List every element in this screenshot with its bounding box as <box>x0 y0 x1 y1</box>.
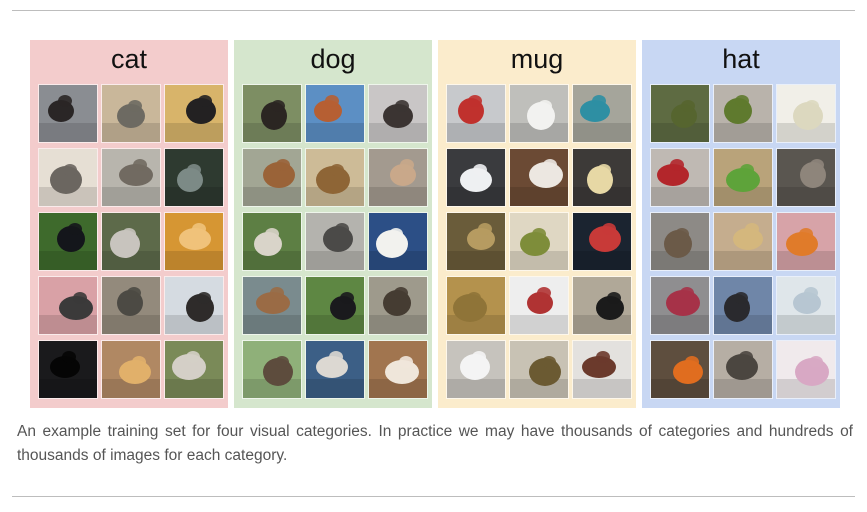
thumbnail-image <box>714 277 772 334</box>
thumbnail-image <box>573 213 631 270</box>
thumbnail-image <box>165 341 223 398</box>
category-title: mug <box>510 44 564 74</box>
thumbnail-image <box>102 213 160 270</box>
thumbnail-image <box>777 149 835 206</box>
thumbnail-image <box>102 341 160 398</box>
category-panel-hat: hat <box>642 40 840 408</box>
thumbnail-image <box>777 341 835 398</box>
category-panel-dog: dog <box>234 40 432 408</box>
thumbnail-image <box>165 213 223 270</box>
bottom-divider <box>12 496 855 497</box>
thumbnail-image <box>102 149 160 206</box>
thumbnail-image <box>102 85 160 142</box>
thumbnail-image <box>573 149 631 206</box>
thumbnail-image <box>369 213 427 270</box>
category-panel-mug: mug <box>438 40 636 408</box>
thumbnail-image <box>306 85 364 142</box>
thumbnail-image <box>39 277 97 334</box>
thumbnail-image <box>306 149 364 206</box>
thumbnail-image <box>510 341 568 398</box>
figure-caption: An example training set for four visual … <box>17 423 853 464</box>
thumbnail-image <box>447 149 505 206</box>
top-divider <box>12 10 855 11</box>
thumbnail-image <box>714 85 772 142</box>
thumbnail-image <box>165 277 223 334</box>
thumbnail-image <box>306 341 364 398</box>
thumbnail-image <box>651 85 709 142</box>
thumbnail-image <box>714 341 772 398</box>
thumbnail-image <box>243 85 301 142</box>
thumbnail-image <box>369 341 427 398</box>
category-title: cat <box>110 44 148 74</box>
thumbnail-image <box>510 277 568 334</box>
thumbnail-image <box>651 277 709 334</box>
thumbnail-image <box>39 85 97 142</box>
thumbnail-image <box>510 149 568 206</box>
thumbnail-image <box>369 85 427 142</box>
thumbnail-image <box>573 277 631 334</box>
category-title: hat <box>722 44 760 74</box>
thumbnail-image <box>777 277 835 334</box>
thumbnail-image <box>510 85 568 142</box>
thumbnail-image <box>447 341 505 398</box>
thumbnail-image <box>243 277 301 334</box>
thumbnail-image <box>651 149 709 206</box>
thumbnail-image <box>369 277 427 334</box>
thumbnail-image <box>651 213 709 270</box>
thumbnail-image <box>102 277 160 334</box>
thumbnail-image <box>714 213 772 270</box>
thumbnail-image <box>39 213 97 270</box>
thumbnail-image <box>510 213 568 270</box>
thumbnail-image <box>447 213 505 270</box>
thumbnail-image <box>447 85 505 142</box>
thumbnail-image <box>243 149 301 206</box>
thumbnail-image <box>39 341 97 398</box>
thumbnail-image <box>243 213 301 270</box>
category-title: dog <box>310 44 356 74</box>
thumbnail-image <box>777 85 835 142</box>
thumbnail-image <box>573 85 631 142</box>
thumbnail-image <box>573 341 631 398</box>
thumbnail-image <box>243 341 301 398</box>
thumbnail-image <box>165 149 223 206</box>
training-set-figure: cat dog mug hat <box>30 40 842 408</box>
thumbnail-image <box>369 149 427 206</box>
thumbnail-image <box>165 85 223 142</box>
thumbnail-image <box>447 277 505 334</box>
category-panel-cat: cat <box>30 40 228 408</box>
thumbnail-image <box>306 213 364 270</box>
thumbnail-image <box>39 149 97 206</box>
thumbnail-image <box>306 277 364 334</box>
thumbnail-image <box>714 149 772 206</box>
thumbnail-image <box>777 213 835 270</box>
thumbnail-image <box>651 341 709 398</box>
